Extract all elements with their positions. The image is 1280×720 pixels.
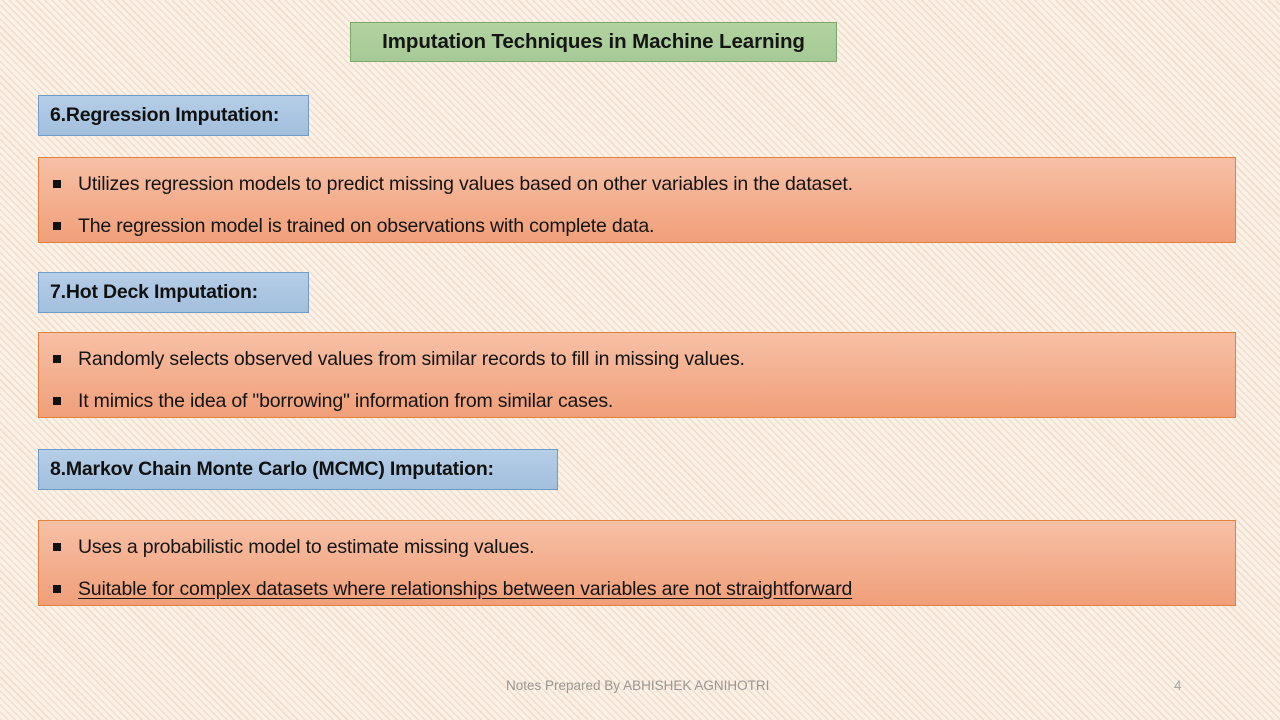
list-item: Utilizes regression models to predict mi… [39,168,1235,210]
list-item: Randomly selects observed values from si… [39,343,1235,385]
content-box-mcmc: Uses a probabilistic model to estimate m… [38,520,1236,606]
bullet-text: Utilizes regression models to predict mi… [78,173,853,195]
slide-title-box: Imputation Techniques in Machine Learnin… [350,22,837,62]
bullet-text: Randomly selects observed values from si… [78,348,745,370]
bullet-text: It mimics the idea of "borrowing" inform… [78,390,614,412]
square-bullet-icon [53,180,61,188]
content-box-hot-deck: Randomly selects observed values from si… [38,332,1236,418]
square-bullet-icon [53,355,61,363]
list-item: The regression model is trained on obser… [39,210,1235,252]
section-header-hot-deck: 7.Hot Deck Imputation: [38,272,309,313]
square-bullet-icon [53,222,61,230]
list-item: Suitable for complex datasets where rela… [39,573,1235,615]
square-bullet-icon [53,543,61,551]
section-header-mcmc: 8.Markov Chain Monte Carlo (MCMC) Imputa… [38,449,558,490]
square-bullet-icon [53,585,61,593]
footer-note: Notes Prepared By ABHISHEK AGNIHOTRI [506,678,770,693]
bullet-text: Uses a probabilistic model to estimate m… [78,536,535,558]
page-number: 4 [1174,678,1182,693]
square-bullet-icon [53,397,61,405]
bullet-text: The regression model is trained on obser… [78,215,655,237]
content-box-regression: Utilizes regression models to predict mi… [38,157,1236,243]
section-header-label: 8.Markov Chain Monte Carlo (MCMC) Imputa… [50,458,494,480]
section-header-regression: 6.Regression Imputation: [38,95,309,136]
section-header-label: 6.Regression Imputation: [50,104,280,126]
bullet-text: Suitable for complex datasets where rela… [78,578,853,600]
list-item: Uses a probabilistic model to estimate m… [39,531,1235,573]
list-item: It mimics the idea of "borrowing" inform… [39,385,1235,427]
section-header-label: 7.Hot Deck Imputation: [50,281,258,303]
page-title: Imputation Techniques in Machine Learnin… [382,30,805,53]
